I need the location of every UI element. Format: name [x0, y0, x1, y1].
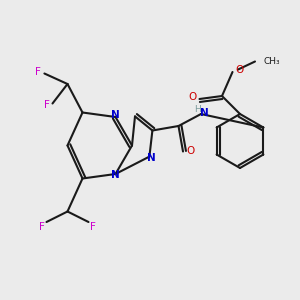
Text: O: O: [186, 146, 195, 157]
Text: CH₃: CH₃: [264, 57, 280, 66]
Text: O: O: [235, 64, 243, 75]
Text: N: N: [200, 107, 208, 118]
Text: F: F: [39, 222, 45, 233]
Text: O: O: [189, 92, 197, 103]
Text: N: N: [111, 110, 120, 121]
Text: F: F: [35, 67, 41, 77]
Text: N: N: [111, 170, 120, 181]
Text: N: N: [146, 153, 155, 163]
Text: F: F: [90, 222, 96, 233]
Text: H: H: [194, 105, 201, 114]
Text: F: F: [44, 100, 50, 110]
